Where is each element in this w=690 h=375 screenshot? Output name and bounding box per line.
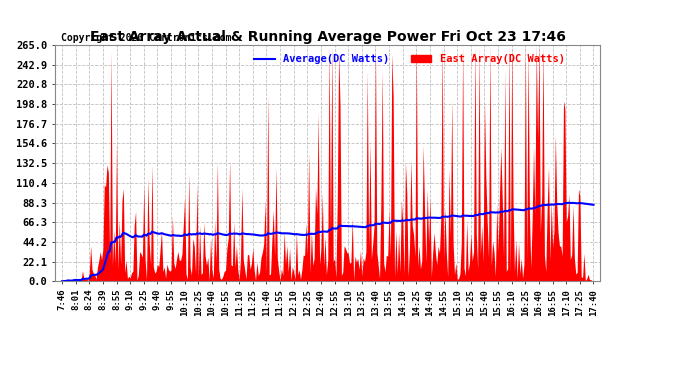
- Text: Copyright 2020 Cartronics.com: Copyright 2020 Cartronics.com: [61, 33, 231, 43]
- Title: East Array Actual & Running Average Power Fri Oct 23 17:46: East Array Actual & Running Average Powe…: [90, 30, 566, 44]
- Legend: Average(DC Watts), East Array(DC Watts): Average(DC Watts), East Array(DC Watts): [250, 50, 569, 69]
